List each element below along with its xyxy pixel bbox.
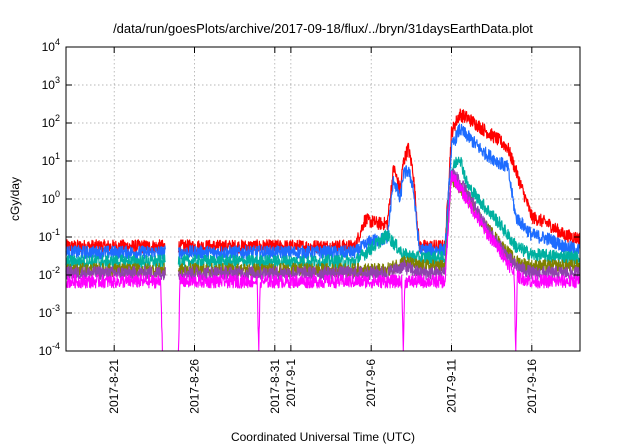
- series-line: [65, 168, 581, 281]
- y-axis-label: cGy/day: [8, 177, 22, 221]
- x-axis-label: Coordinated Universal Time (UTC): [231, 430, 415, 444]
- y-tick-label: 103: [42, 75, 60, 92]
- x-tick-label: 2017-8-31: [268, 359, 282, 414]
- y-tick-label: 10-3: [39, 303, 60, 320]
- x-tick-label: 2017-9-11: [445, 359, 459, 413]
- y-tick-label: 10-4: [39, 341, 60, 358]
- x-tick-label: 2017-8-21: [107, 359, 121, 414]
- y-tick-label: 10-1: [39, 227, 60, 244]
- y-tick-label: 104: [42, 37, 60, 54]
- x-tick-label: 2017-9-1: [284, 359, 298, 407]
- grid-layer: [66, 47, 580, 351]
- tick-layer: 10-4 10-3 10-2 10-1 100 101 102 103 104 2017-8-21…: [39, 37, 580, 414]
- y-tick-label: 10-2: [39, 265, 60, 282]
- series-layer: [65, 108, 581, 352]
- chart-title: /data/run/goesPlots/archive/2017-09-18/f…: [113, 21, 533, 36]
- x-tick-label: 2017-9-16: [525, 359, 539, 414]
- x-tick-label: 2017-9-6: [364, 359, 378, 407]
- series-line: [65, 170, 581, 352]
- y-tick-label: 101: [42, 151, 60, 168]
- y-tick-label: 102: [42, 113, 60, 130]
- y-tick-label: 100: [42, 189, 60, 206]
- x-tick-label: 2017-8-26: [188, 359, 202, 414]
